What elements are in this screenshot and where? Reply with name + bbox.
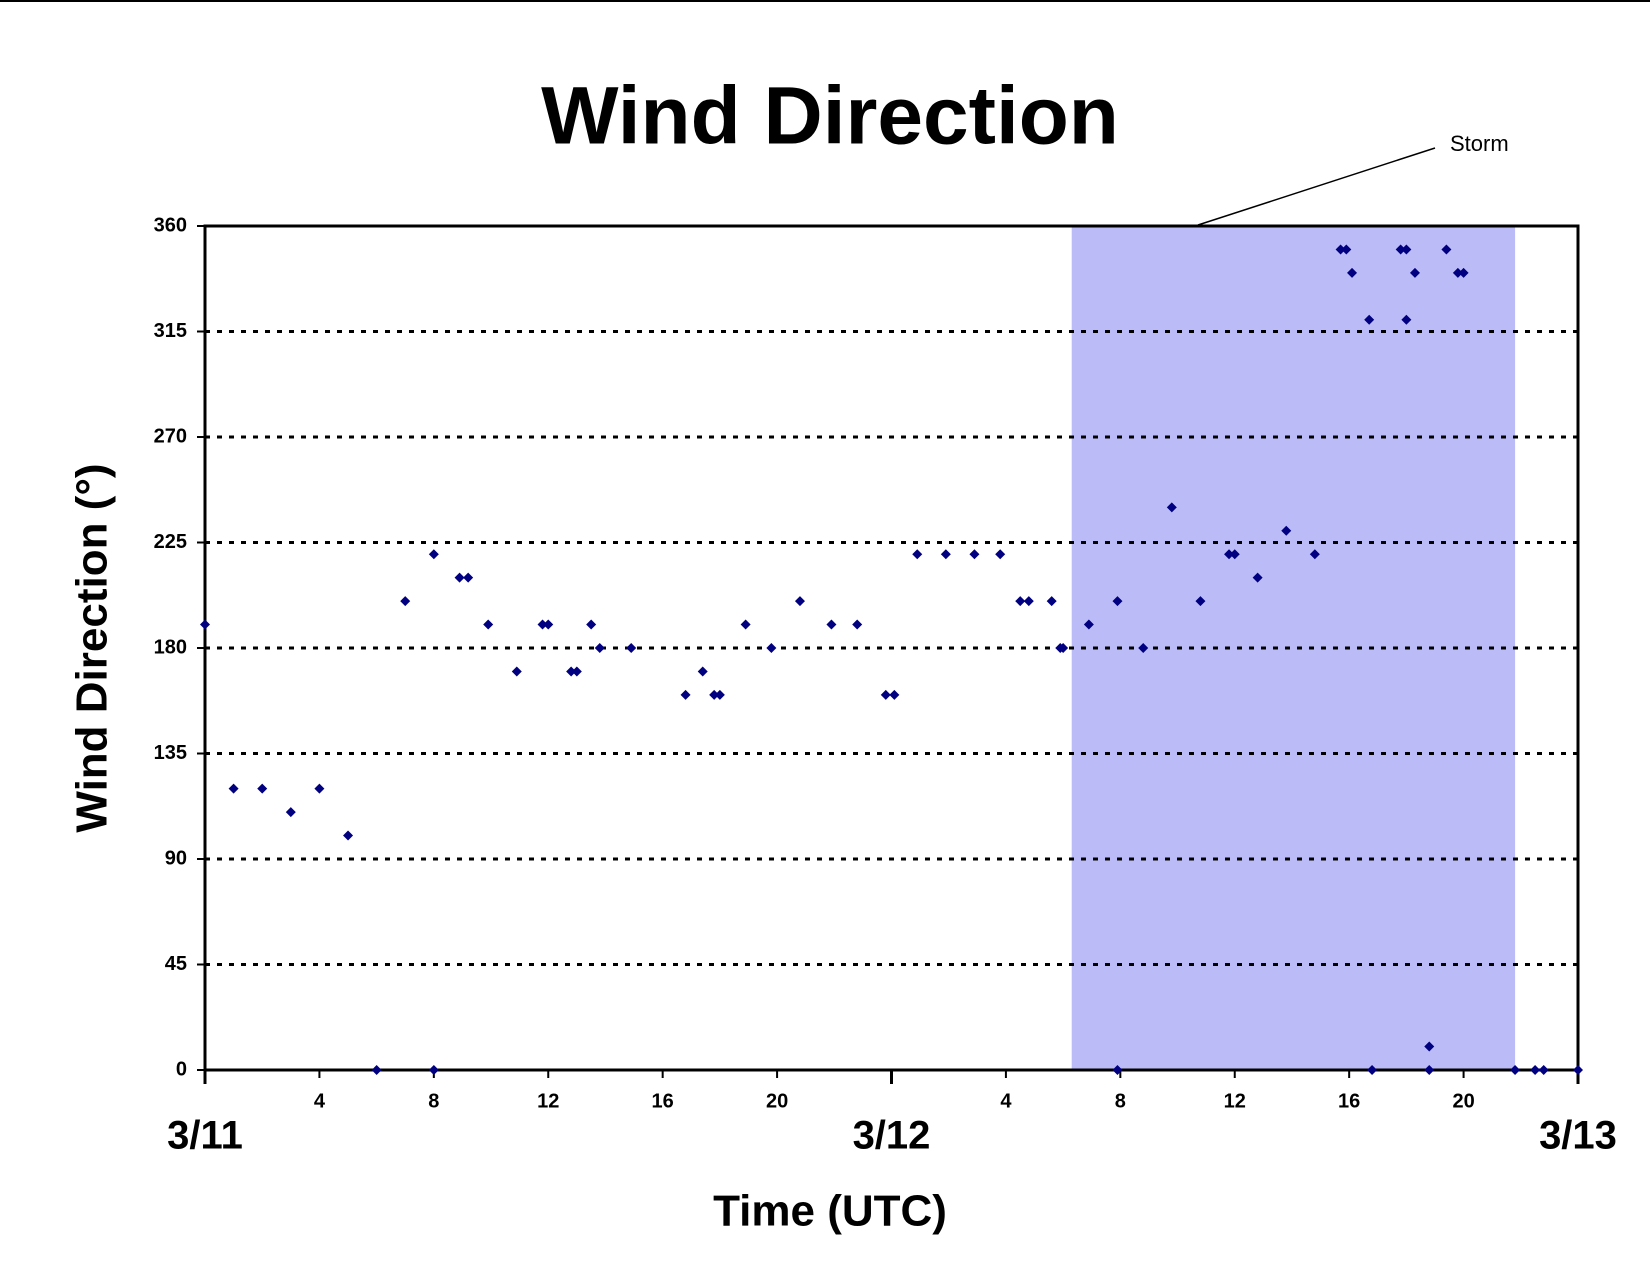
data-point bbox=[463, 572, 474, 583]
data-point bbox=[969, 549, 980, 560]
data-point bbox=[200, 619, 210, 630]
x-tick-label: 20 bbox=[766, 1090, 788, 1112]
data-point bbox=[1112, 596, 1123, 607]
y-tick-label: 270 bbox=[154, 425, 187, 447]
data-point bbox=[1452, 267, 1463, 278]
date-label: 3/13 bbox=[1539, 1114, 1617, 1158]
annotation-leader bbox=[1197, 147, 1436, 226]
x-tick-label: 8 bbox=[1115, 1090, 1126, 1112]
data-point bbox=[428, 1065, 439, 1075]
data-point bbox=[1229, 549, 1240, 560]
annotation: Storm bbox=[1450, 131, 1509, 156]
x-axis-title: Time (UTC) bbox=[713, 1187, 947, 1236]
data-point bbox=[1335, 244, 1346, 255]
data-point bbox=[889, 689, 900, 700]
data-point bbox=[1424, 1041, 1435, 1052]
data-point bbox=[1401, 314, 1412, 325]
chart-title: Wind Direction bbox=[541, 71, 1119, 162]
data-point bbox=[794, 596, 805, 607]
y-tick-label: 135 bbox=[154, 742, 187, 764]
data-point bbox=[1364, 314, 1375, 325]
data-point bbox=[626, 643, 637, 653]
data-point bbox=[343, 830, 354, 841]
data-point bbox=[1083, 619, 1094, 630]
data-point bbox=[1530, 1065, 1541, 1075]
data-point bbox=[1441, 244, 1452, 255]
data-point bbox=[880, 689, 891, 700]
data-point bbox=[1341, 244, 1352, 255]
data-point bbox=[1309, 549, 1320, 560]
data-point bbox=[1538, 1065, 1549, 1075]
data-point bbox=[586, 619, 597, 630]
y-tick-label: 45 bbox=[165, 953, 187, 975]
data-point bbox=[1367, 1065, 1378, 1075]
data-point bbox=[543, 619, 554, 630]
y-tick-label: 360 bbox=[154, 214, 187, 236]
data-point bbox=[571, 666, 582, 677]
data-point bbox=[1510, 1065, 1521, 1075]
data-point bbox=[1058, 643, 1069, 653]
data-point bbox=[1166, 502, 1177, 513]
data-point bbox=[1424, 1065, 1435, 1075]
data-point bbox=[511, 666, 522, 677]
x-tick-label: 12 bbox=[1224, 1090, 1246, 1112]
data-point bbox=[1138, 643, 1149, 653]
data-point bbox=[1195, 596, 1206, 607]
x-tick-label: 8 bbox=[428, 1090, 439, 1112]
data-point bbox=[228, 783, 239, 794]
data-point bbox=[826, 619, 837, 630]
data-point bbox=[454, 572, 465, 583]
date-label: 3/11 bbox=[167, 1114, 243, 1158]
data-point bbox=[371, 1065, 382, 1075]
data-point bbox=[709, 689, 720, 700]
data-point bbox=[1023, 596, 1034, 607]
x-tick-label: 16 bbox=[652, 1090, 674, 1112]
storm-band bbox=[1071, 226, 1516, 1070]
x-tick-label: 4 bbox=[1000, 1090, 1012, 1112]
data-point bbox=[766, 643, 777, 653]
y-tick-label: 315 bbox=[154, 320, 187, 342]
data-point bbox=[995, 549, 1006, 560]
data-point bbox=[697, 666, 708, 677]
data-point bbox=[1573, 1065, 1583, 1075]
y-tick-label: 0 bbox=[176, 1058, 187, 1080]
x-tick-label: 12 bbox=[537, 1090, 559, 1112]
data-point bbox=[852, 619, 863, 630]
data-point bbox=[483, 619, 494, 630]
y-tick-label: 225 bbox=[154, 531, 187, 553]
data-point bbox=[1252, 572, 1263, 583]
data-point bbox=[912, 549, 923, 560]
y-tick-label: 90 bbox=[165, 847, 187, 869]
data-point bbox=[428, 549, 439, 560]
x-tick-label: 16 bbox=[1338, 1090, 1360, 1112]
data-point bbox=[740, 619, 751, 630]
x-tick-label: 4 bbox=[314, 1090, 326, 1112]
data-point bbox=[680, 689, 691, 700]
x-tick-label: 20 bbox=[1452, 1090, 1474, 1112]
data-point bbox=[537, 619, 548, 630]
data-point bbox=[400, 596, 411, 607]
data-point bbox=[1281, 525, 1292, 536]
data-point bbox=[1112, 1065, 1123, 1075]
data-point bbox=[314, 783, 325, 794]
data-point bbox=[1401, 244, 1412, 255]
data-point bbox=[1409, 267, 1420, 278]
data-point bbox=[566, 666, 577, 677]
data-point bbox=[594, 643, 605, 653]
data-point bbox=[1015, 596, 1026, 607]
data-point bbox=[285, 807, 296, 818]
data-point bbox=[1046, 596, 1057, 607]
data-point bbox=[1347, 267, 1358, 278]
date-label: 3/12 bbox=[853, 1114, 931, 1158]
data-point bbox=[1224, 549, 1235, 560]
y-tick-label: 180 bbox=[154, 636, 187, 658]
data-point bbox=[940, 549, 951, 560]
y-axis-title: Wind Direction (°) bbox=[68, 463, 117, 832]
data-point bbox=[1458, 267, 1469, 278]
plot-frame bbox=[203, 224, 1580, 1072]
data-point bbox=[714, 689, 725, 700]
data-point bbox=[257, 783, 268, 794]
data-point bbox=[1395, 244, 1406, 255]
